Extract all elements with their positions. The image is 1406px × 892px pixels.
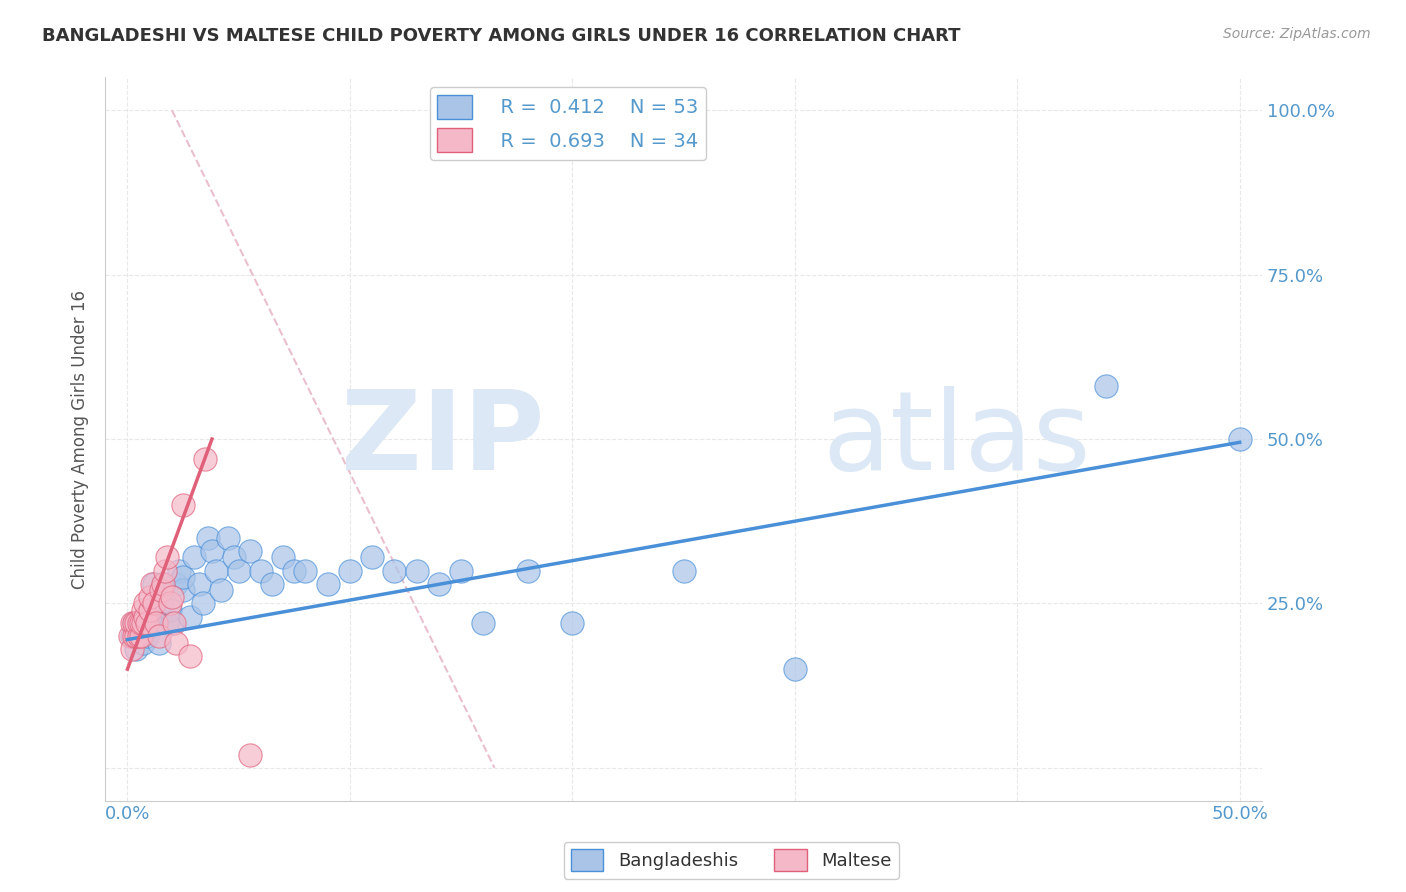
Point <box>316 576 339 591</box>
Point <box>294 564 316 578</box>
Point <box>155 564 177 578</box>
Point <box>561 616 583 631</box>
Point <box>121 616 143 631</box>
Point <box>156 616 179 631</box>
Point <box>138 590 160 604</box>
Point <box>205 564 228 578</box>
Point <box>134 623 156 637</box>
Point <box>128 629 150 643</box>
Point <box>516 564 538 578</box>
Point <box>209 583 232 598</box>
Point <box>228 564 250 578</box>
Point <box>224 550 246 565</box>
Text: Source: ZipAtlas.com: Source: ZipAtlas.com <box>1223 27 1371 41</box>
Point <box>138 616 160 631</box>
Point <box>283 564 305 578</box>
Point <box>361 550 384 565</box>
Point <box>1229 432 1251 446</box>
Point <box>450 564 472 578</box>
Point <box>148 629 170 643</box>
Point <box>179 609 201 624</box>
Point <box>129 616 152 631</box>
Point <box>239 747 262 762</box>
Text: BANGLADESHI VS MALTESE CHILD POVERTY AMONG GIRLS UNDER 16 CORRELATION CHART: BANGLADESHI VS MALTESE CHILD POVERTY AMO… <box>42 27 960 45</box>
Point <box>271 550 294 565</box>
Point <box>187 576 209 591</box>
Point <box>141 576 163 591</box>
Point <box>159 603 181 617</box>
Point <box>179 648 201 663</box>
Text: ZIP: ZIP <box>342 385 544 492</box>
Point <box>149 583 172 598</box>
Point <box>143 576 166 591</box>
Point <box>121 642 143 657</box>
Legend:   R =  0.412    N = 53,   R =  0.693    N = 34: R = 0.412 N = 53, R = 0.693 N = 34 <box>430 87 706 160</box>
Point <box>125 629 148 643</box>
Point <box>160 616 183 631</box>
Point <box>138 603 160 617</box>
Point <box>250 564 273 578</box>
Point <box>145 616 167 631</box>
Text: atlas: atlas <box>823 385 1091 492</box>
Point <box>194 451 217 466</box>
Point <box>472 616 495 631</box>
Legend: Bangladeshis, Maltese: Bangladeshis, Maltese <box>564 842 898 879</box>
Point <box>136 616 159 631</box>
Point <box>121 629 143 643</box>
Point <box>160 590 183 604</box>
Point <box>134 596 156 610</box>
Point <box>152 576 174 591</box>
Point <box>172 570 194 584</box>
Point <box>163 616 186 631</box>
Point <box>427 576 450 591</box>
Point <box>132 616 155 631</box>
Point <box>239 543 262 558</box>
Point <box>672 564 695 578</box>
Point <box>118 629 141 643</box>
Point <box>149 596 172 610</box>
Point <box>339 564 361 578</box>
Point <box>132 603 155 617</box>
Point <box>128 616 150 631</box>
Point <box>132 636 155 650</box>
Point <box>260 576 283 591</box>
Point <box>125 616 148 631</box>
Point <box>191 596 214 610</box>
Point <box>197 531 219 545</box>
Point <box>145 609 167 624</box>
Point <box>128 629 150 643</box>
Point <box>143 596 166 610</box>
Point <box>129 629 152 643</box>
Point <box>167 564 190 578</box>
Point <box>172 498 194 512</box>
Point <box>136 629 159 643</box>
Point <box>122 616 145 631</box>
Point <box>172 583 194 598</box>
Point <box>384 564 406 578</box>
Point <box>152 576 174 591</box>
Point <box>183 550 205 565</box>
Point <box>125 642 148 657</box>
Point <box>165 636 187 650</box>
Point <box>134 609 156 624</box>
Point <box>201 543 224 558</box>
Point <box>1095 379 1118 393</box>
Y-axis label: Child Poverty Among Girls Under 16: Child Poverty Among Girls Under 16 <box>72 290 89 589</box>
Point <box>156 550 179 565</box>
Point <box>405 564 427 578</box>
Point <box>165 576 187 591</box>
Point <box>129 616 152 631</box>
Point <box>148 636 170 650</box>
Point <box>138 603 160 617</box>
Point <box>122 629 145 643</box>
Point <box>122 616 145 631</box>
Point <box>159 596 181 610</box>
Point <box>217 531 239 545</box>
Point <box>783 662 806 676</box>
